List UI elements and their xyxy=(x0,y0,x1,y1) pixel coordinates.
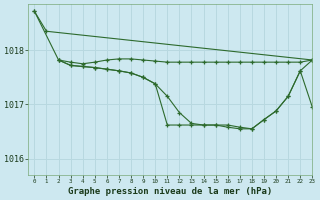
X-axis label: Graphe pression niveau de la mer (hPa): Graphe pression niveau de la mer (hPa) xyxy=(68,187,272,196)
